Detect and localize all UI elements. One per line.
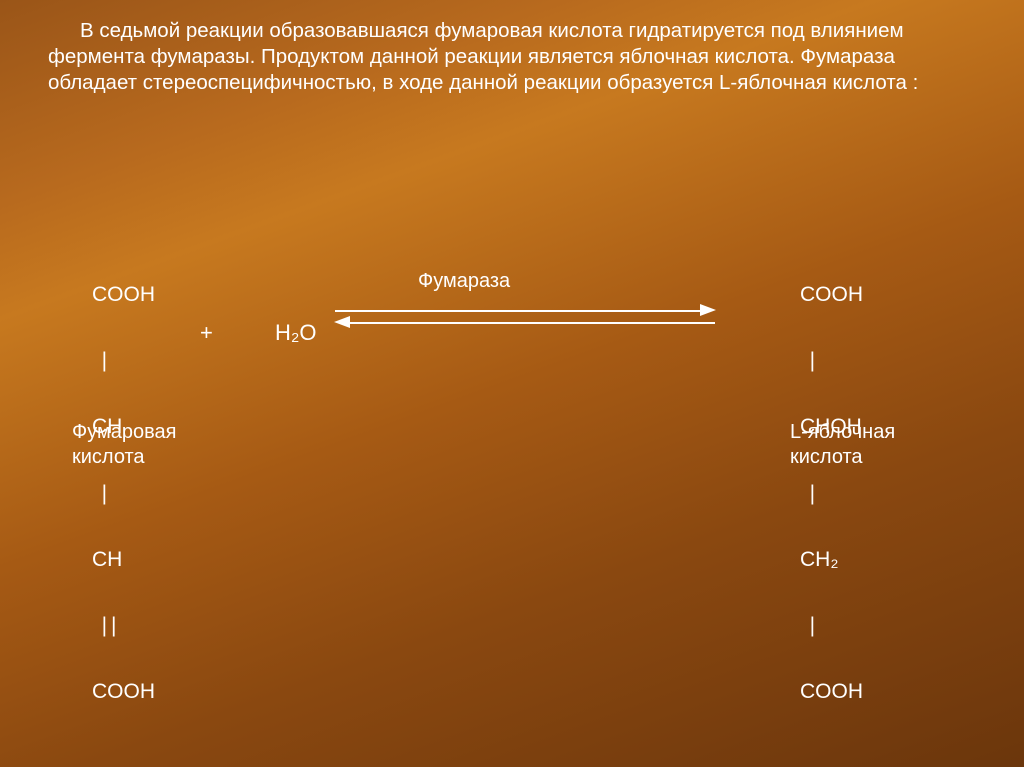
product-label: L-яблочная кислота — [790, 420, 895, 470]
product-line: | — [800, 350, 863, 372]
product-line: | — [800, 615, 863, 637]
reaction-container: COOH | CH | CH | | COOH Фумаровая кислот… — [0, 240, 1024, 540]
reactant-line: | | — [92, 615, 155, 637]
product-label-line2: кислота — [790, 446, 863, 468]
reactant-line: COOH — [92, 284, 155, 306]
reactant-line: | — [92, 483, 155, 505]
product-formula: COOH | CHOH | CH₂ | COOH — [800, 240, 863, 747]
product-line: COOH — [800, 284, 863, 306]
reactant-label: Фумаровая кислота — [72, 420, 176, 470]
water-molecule: H₂O — [275, 320, 317, 346]
enzyme-label: Фумараза — [418, 270, 510, 293]
reactant-line: CH — [92, 549, 155, 571]
reversible-arrow — [335, 302, 715, 342]
product-line: COOH — [800, 681, 863, 703]
product-line: CH₂ — [800, 549, 863, 571]
reactant-label-line2: кислота — [72, 446, 145, 468]
reactant-formula: COOH | CH | CH | | COOH — [92, 240, 155, 747]
product-line: | — [800, 483, 863, 505]
reactant-label-line1: Фумаровая — [72, 421, 176, 443]
plus-sign: + — [200, 320, 213, 346]
arrowhead-left-icon — [334, 316, 350, 328]
arrow-forward — [335, 310, 705, 312]
arrowhead-right-icon — [700, 304, 716, 316]
slide-description: В седьмой реакции образовавшаяся фумаров… — [48, 18, 984, 97]
arrow-reverse — [345, 322, 715, 324]
reactant-line: COOH — [92, 681, 155, 703]
product-label-line1: L-яблочная — [790, 421, 895, 443]
reactant-line: | — [92, 350, 155, 372]
